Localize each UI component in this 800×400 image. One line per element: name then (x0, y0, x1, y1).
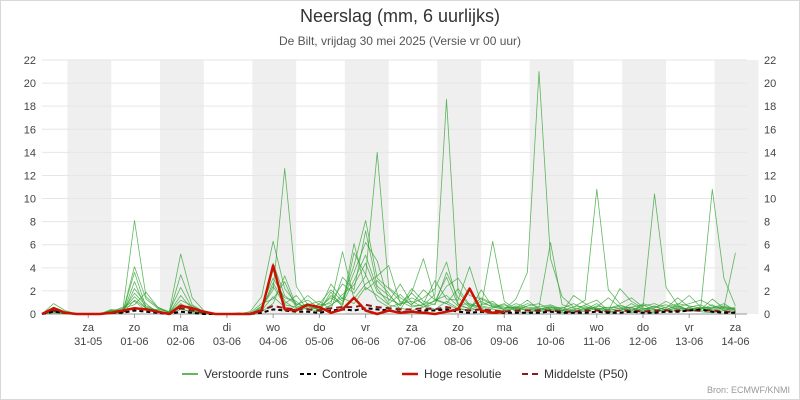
series-lines (41, 71, 736, 316)
legend-label: Middelste (P50) (544, 367, 628, 381)
x-tick-date: 07-06 (398, 336, 426, 348)
ensemble-member-line (41, 71, 736, 315)
legend-label: Verstoorde runs (204, 367, 289, 381)
y-axis-right: 0 2 4 6 8 10 12 14 16 18 20 22 (764, 55, 776, 321)
source-credit: Bron: ECMWF/KNMI (706, 385, 790, 395)
x-axis: za 31-05 zo 01-06 ma 02-06 di 03-06 wo 04-06 do 05-… (74, 314, 750, 348)
chart-title: Neerslag (mm, 6 uurlijks) (299, 6, 501, 26)
y-tick-label-right: 14 (764, 147, 776, 159)
grid-lines (42, 59, 747, 315)
x-tick-day: zo (452, 322, 464, 334)
x-tick-date: 09-06 (490, 336, 518, 348)
x-tick-day: vr (361, 322, 371, 334)
x-tick-day: ma (497, 322, 513, 334)
x-tick-day: za (730, 322, 743, 334)
median-line (41, 303, 736, 315)
x-tick-day: ma (173, 322, 189, 334)
x-tick-date: 12-06 (629, 336, 657, 348)
y-tick-label-left: 2 (30, 286, 36, 298)
x-tick-date: 08-06 (444, 336, 472, 348)
y-tick-label-right: 6 (764, 240, 770, 252)
y-axis-left: 0 2 4 6 8 10 12 14 16 18 20 22 (24, 55, 36, 321)
x-tick-day: zo (129, 322, 141, 334)
x-tick-date: 06-06 (352, 336, 380, 348)
x-tick-date: 14-06 (721, 336, 749, 348)
weekend-band (437, 60, 482, 314)
x-tick-day: wo (589, 322, 604, 334)
x-tick-date: 01-06 (120, 336, 148, 348)
weekend-band (159, 60, 204, 314)
y-tick-label-left: 14 (24, 147, 36, 159)
y-tick-label-right: 0 (764, 309, 770, 321)
weekend-band (529, 60, 574, 314)
y-tick-label-left: 0 (30, 309, 36, 321)
x-tick-day: di (546, 322, 555, 334)
x-tick-date: 13-06 (675, 336, 703, 348)
weekend-band (344, 60, 389, 314)
x-tick-date: 05-06 (305, 336, 333, 348)
y-tick-label-left: 20 (24, 78, 36, 90)
high-res-line (41, 264, 505, 316)
legend-item[interactable]: Controle (300, 367, 368, 381)
weekend-band (67, 60, 112, 314)
weekend-band (622, 60, 667, 314)
legend-item[interactable]: Verstoorde runs (182, 367, 289, 381)
y-tick-label-left: 8 (30, 217, 36, 229)
y-tick-label-left: 6 (30, 240, 36, 252)
control-line (41, 307, 736, 315)
x-tick-day: di (223, 322, 232, 334)
x-tick-date: 04-06 (259, 336, 287, 348)
x-tick-date: 02-06 (167, 336, 195, 348)
x-tick-day: za (82, 322, 95, 334)
x-tick-day: vr (685, 322, 695, 334)
legend-label: Hoge resolutie (424, 367, 502, 381)
y-tick-label-right: 4 (764, 263, 770, 275)
y-tick-label-left: 16 (24, 124, 36, 136)
chart-subtitle: De Bilt, vrijdag 30 mei 2025 (Versie vr … (278, 34, 522, 48)
x-tick-day: wo (265, 322, 280, 334)
x-tick-date: 03-06 (213, 336, 241, 348)
x-tick-date: 31-05 (74, 336, 102, 348)
y-tick-label-right: 10 (764, 194, 776, 206)
legend-item[interactable]: Hoge resolutie (402, 367, 502, 381)
ensemble-member-line (41, 251, 736, 315)
legend-item[interactable]: Middelste (P50) (522, 367, 628, 381)
x-tick-day: do (637, 322, 649, 334)
x-tick-day: do (313, 322, 325, 334)
y-tick-label-left: 10 (24, 194, 36, 206)
y-tick-label-right: 20 (764, 78, 776, 90)
y-tick-label-left: 4 (30, 263, 36, 275)
y-tick-label-right: 16 (764, 124, 776, 136)
y-tick-label-right: 18 (764, 101, 776, 113)
legend-label: Controle (322, 367, 368, 381)
ensemble-member-line (41, 240, 736, 315)
y-tick-label-right: 12 (764, 170, 776, 182)
x-tick-day: za (406, 322, 419, 334)
y-tick-label-right: 2 (764, 286, 770, 298)
x-tick-date: 10-06 (536, 336, 564, 348)
x-tick-date: 11-06 (583, 336, 610, 348)
weekend-bands (67, 60, 759, 314)
y-tick-label-left: 18 (24, 101, 36, 113)
y-tick-label-right: 8 (764, 217, 770, 229)
y-tick-label-left: 22 (24, 55, 36, 67)
legend[interactable]: Verstoorde runs Controle Hoge resolutie Mid… (182, 367, 628, 381)
y-tick-label-right: 22 (764, 55, 776, 67)
y-tick-label-left: 12 (24, 170, 36, 182)
weekend-band (714, 60, 759, 314)
